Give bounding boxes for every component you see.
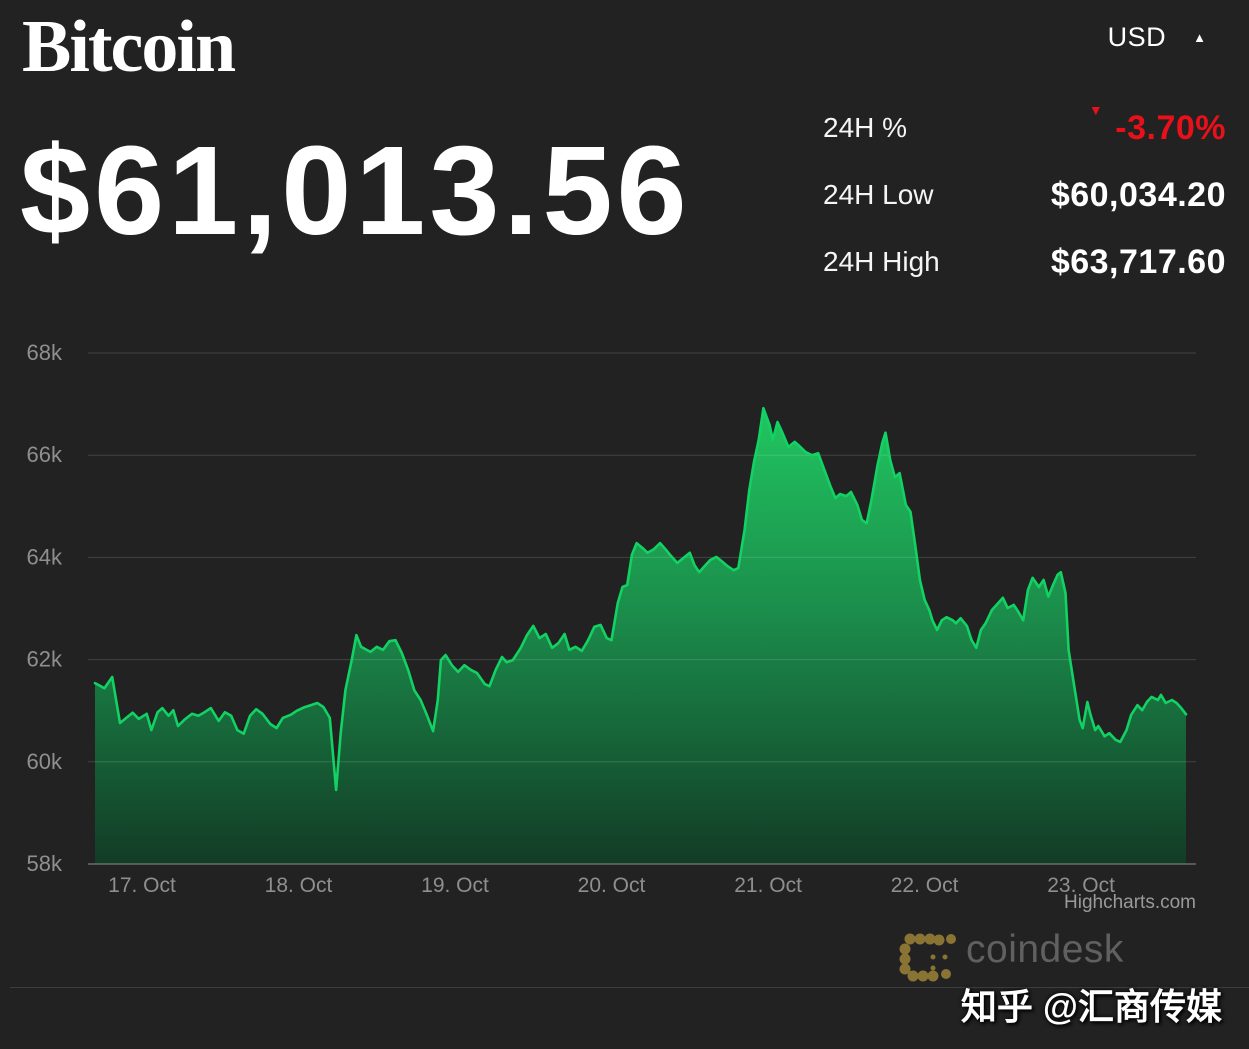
x-tick-label: 17. Oct <box>108 874 176 897</box>
stat-row-24h-change: 24H % ▼ -3.70% <box>823 103 1226 148</box>
stat-row-24h-low: 24H Low $60,034.20 <box>823 175 1226 215</box>
y-tick-label: 64k <box>27 544 63 569</box>
x-tick-label: 23. Oct <box>1047 874 1115 897</box>
page-title: Bitcoin <box>22 6 236 88</box>
stat-label-24h-low: 24H Low <box>823 179 934 210</box>
y-tick-label: 60k <box>27 749 63 774</box>
x-tick-label: 20. Oct <box>578 874 646 897</box>
change-percent-text: -3.70% <box>1115 108 1226 147</box>
currency-label: USD <box>1107 22 1167 52</box>
divider-line <box>10 987 1249 988</box>
currency-selector[interactable]: USD ▲ <box>1108 22 1206 53</box>
x-tick-label: 21. Oct <box>734 874 802 897</box>
coindesk-logo-text: coindesk <box>966 928 1124 971</box>
y-tick-label: 62k <box>27 647 63 672</box>
price-line <box>93 406 1188 792</box>
stat-value-24h-change: ▼ -3.70% <box>1089 103 1226 148</box>
price-area-fill <box>95 408 1186 864</box>
current-price: $61,013.56 <box>20 120 691 261</box>
chevron-up-icon: ▲ <box>1193 30 1206 45</box>
stat-label-24h-high: 24H High <box>823 246 940 277</box>
stat-label-24h-change: 24H % <box>823 112 908 143</box>
y-tick-label: 58k <box>27 851 63 876</box>
x-tick-label: 19. Oct <box>421 874 489 897</box>
x-tick-label: 22. Oct <box>891 874 959 897</box>
highcharts-credit[interactable]: Highcharts.com <box>1064 892 1196 913</box>
triangle-down-icon: ▼ <box>1088 101 1104 118</box>
stat-value-24h-high: $63,717.60 <box>1050 242 1226 281</box>
y-tick-label: 68k <box>27 340 63 365</box>
coindesk-logo[interactable]: coindesk <box>898 928 1124 983</box>
zhihu-watermark: 知乎 @汇商传媒 <box>960 986 1222 1027</box>
y-tick-label: 66k <box>27 442 63 467</box>
x-tick-label: 18. Oct <box>265 874 333 897</box>
coindesk-logo-icon <box>899 933 956 982</box>
stat-value-24h-low: $60,034.20 <box>1050 175 1226 214</box>
stat-row-24h-high: 24H High $63,717.60 <box>823 242 1226 282</box>
